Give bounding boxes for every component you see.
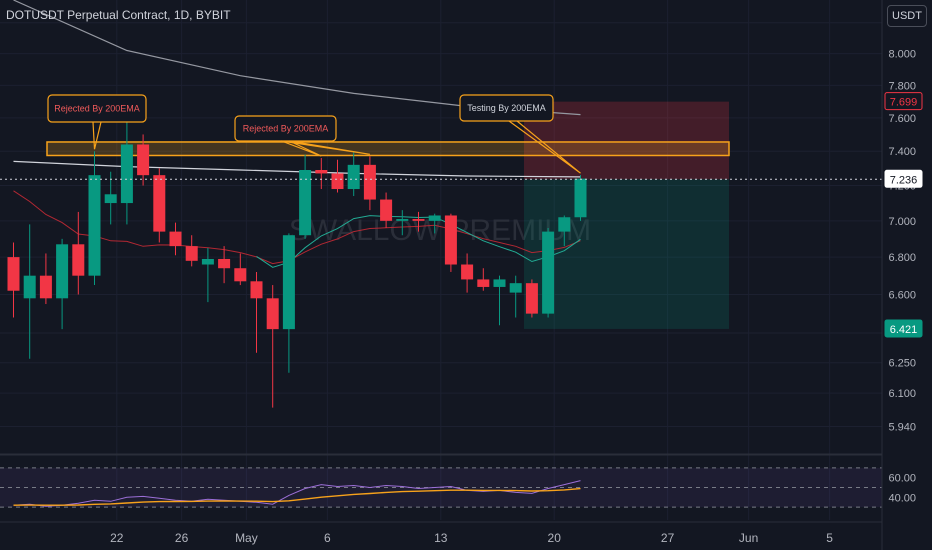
candle-body: [104, 194, 117, 204]
price-badge: [884, 319, 923, 338]
candle-body: [282, 235, 295, 330]
resistance-zone: [46, 141, 730, 157]
x-tick-label: 27: [661, 531, 675, 545]
candle-body: [542, 231, 555, 314]
price-badge-label: 7.699: [890, 97, 918, 109]
candle-body: [299, 169, 312, 236]
candle-body: [218, 258, 231, 269]
candle-body: [88, 175, 101, 276]
rsi-tick-label: 60.00: [888, 473, 916, 485]
x-tick-label: 20: [548, 531, 562, 545]
candle-body: [250, 281, 263, 299]
candle-body: [72, 244, 85, 276]
candle-body: [509, 283, 522, 293]
y-tick-label: 7.400: [888, 146, 916, 158]
x-tick-label: Jun: [739, 531, 758, 545]
annotation-label: Rejected By 200EMA: [243, 124, 329, 134]
ema200-line: [13, 160, 581, 178]
candle-body: [153, 175, 166, 232]
y-tick-label: 7.000: [888, 216, 916, 228]
y-tick-label: 8.000: [888, 49, 916, 61]
annotation-pointer: [92, 121, 102, 150]
candle-body: [169, 231, 182, 247]
annotation-box: [47, 94, 147, 123]
y-tick-label: 6.800: [888, 252, 916, 264]
price-badge: [884, 169, 923, 188]
annotation-label: Testing By 200EMA: [467, 103, 546, 113]
candle-body: [493, 279, 506, 287]
candle-body: [363, 164, 376, 200]
candle-body: [380, 199, 393, 221]
currency-button[interactable]: USDT: [887, 5, 927, 27]
candle-body: [444, 215, 457, 265]
ema-short-line: [13, 190, 581, 265]
candle-body: [7, 257, 20, 291]
candle-body: [331, 173, 344, 190]
stop-loss-zone: [524, 101, 729, 180]
y-tick-label: 5.940: [888, 421, 916, 433]
price-badge-label: 6.421: [890, 324, 918, 336]
candle-body: [347, 164, 360, 190]
candle-body: [137, 144, 150, 176]
annotation-pointer: [281, 140, 322, 157]
candle-body: [574, 178, 587, 218]
x-tick-label: 26: [175, 531, 189, 545]
candle-body: [315, 169, 328, 174]
candle-body: [412, 219, 425, 221]
y-tick-label: 6.100: [888, 388, 916, 400]
y-tick-label: 6.600: [888, 290, 916, 302]
candle-body: [234, 268, 247, 282]
y-tick-label: 7.600: [888, 113, 916, 125]
annotation-pointer: [508, 120, 581, 174]
candle-body: [185, 246, 198, 261]
candle-body: [558, 217, 571, 232]
candle-body: [39, 275, 52, 299]
candle-body: [428, 215, 441, 221]
x-tick-label: 6: [324, 531, 331, 545]
price-badge-label: 7.236: [890, 174, 918, 186]
x-tick-label: 22: [110, 531, 124, 545]
candle-body: [396, 219, 409, 221]
candle-body: [56, 244, 69, 299]
candle-body: [266, 298, 279, 330]
rsi-line: [13, 480, 581, 507]
price-badge: [884, 92, 923, 111]
x-tick-label: 5: [826, 531, 833, 545]
x-tick-label: 13: [434, 531, 448, 545]
x-tick-label: May: [235, 531, 258, 545]
candle-body: [525, 283, 538, 314]
rsi-tick-label: 40.00: [888, 492, 916, 504]
annotation-box: [459, 94, 554, 122]
y-tick-label: 6.250: [888, 358, 916, 370]
candle-body: [461, 264, 474, 280]
candle-body: [23, 275, 36, 299]
candle-body: [120, 144, 133, 204]
annotation-label: Rejected By 200EMA: [54, 104, 140, 114]
rsi-ma-line: [13, 487, 581, 506]
take-profit-zone: [524, 179, 729, 329]
y-tick-label: 7.800: [888, 80, 916, 92]
candle-body: [201, 258, 214, 265]
chart-title: DOTUSDT Perpetual Contract, 1D, BYBIT: [6, 8, 231, 22]
candle-body: [477, 279, 490, 287]
